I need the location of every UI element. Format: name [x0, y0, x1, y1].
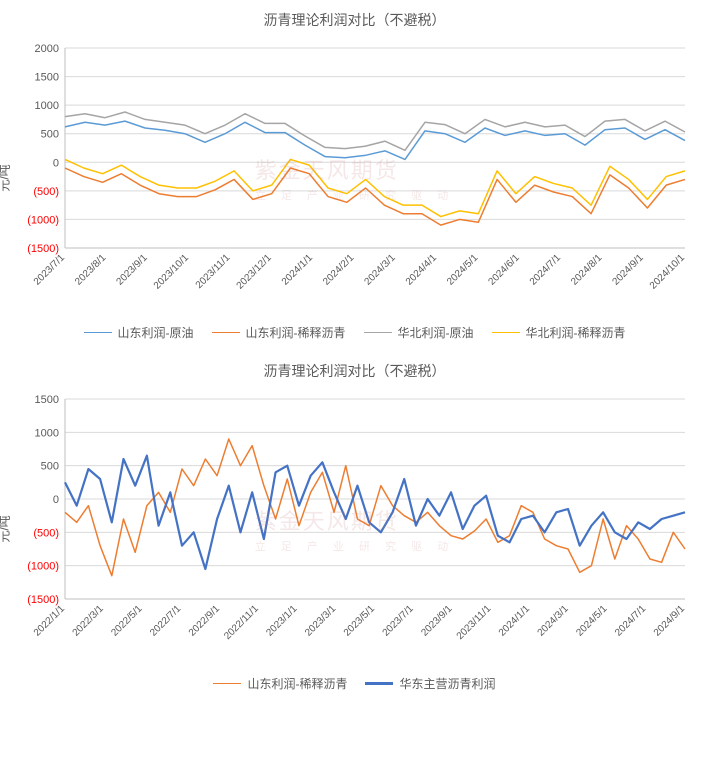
svg-text:2024/3/1: 2024/3/1 [362, 252, 398, 288]
svg-text:2024/9/1: 2024/9/1 [652, 603, 688, 639]
chart-1: 沥青理论利润对比（不避税） 元/吨 紫金天风期货 立 足 产 业 研 究 驱 动… [10, 10, 699, 341]
svg-text:2022/11/1: 2022/11/1 [222, 603, 261, 642]
chart-2-title: 沥青理论利润对比（不避税） [10, 361, 699, 381]
svg-text:1500: 1500 [35, 72, 59, 84]
svg-text:2023/1/1: 2023/1/1 [264, 603, 300, 639]
svg-text:2024/7/1: 2024/7/1 [528, 252, 564, 288]
legend-swatch [213, 683, 241, 685]
legend-item: 山东利润-稀释沥青 [212, 324, 346, 341]
legend-item: 山东利润-原油 [84, 324, 194, 341]
chart-2-wrap: 元/吨 紫金天风期货 立 足 产 业 研 究 驱 动 (1500)(1000)(… [10, 389, 699, 669]
svg-text:(1500): (1500) [27, 243, 59, 255]
svg-text:2024/7/1: 2024/7/1 [613, 603, 649, 639]
legend-item: 华北利润-原油 [364, 324, 474, 341]
svg-text:2023/9/1: 2023/9/1 [419, 603, 455, 639]
svg-text:2022/9/1: 2022/9/1 [187, 603, 223, 639]
svg-text:0: 0 [53, 157, 59, 169]
chart-1-legend: 山东利润-原油 山东利润-稀释沥青 华北利润-原油 华北利润-稀释沥青 [10, 324, 699, 341]
chart-1-wrap: 元/吨 紫金天风期货 立 足 产 业 研 究 驱 动 (1500)(1000)(… [10, 38, 699, 318]
legend-label: 华北利润-原油 [398, 324, 474, 341]
svg-text:500: 500 [41, 129, 59, 141]
chart-1-title: 沥青理论利润对比（不避税） [10, 10, 699, 30]
svg-text:2024/6/1: 2024/6/1 [486, 252, 522, 288]
svg-text:(1000): (1000) [27, 214, 59, 226]
svg-text:1000: 1000 [35, 427, 59, 439]
svg-text:2024/9/1: 2024/9/1 [610, 252, 646, 288]
legend-swatch [365, 682, 393, 684]
svg-text:2022/5/1: 2022/5/1 [109, 603, 145, 639]
svg-text:2023/11/1: 2023/11/1 [194, 252, 233, 291]
svg-text:2023/11/1: 2023/11/1 [455, 603, 494, 642]
legend-label: 华北利润-稀释沥青 [526, 324, 626, 341]
legend-label: 山东利润-原油 [118, 324, 194, 341]
chart-2-svg: (1500)(1000)(500)0500100015002022/1/1202… [10, 389, 695, 669]
legend-item: 山东利润-稀释沥青 [213, 675, 347, 692]
legend-item: 华东主营沥青利润 [365, 675, 495, 692]
svg-text:2024/10/1: 2024/10/1 [648, 252, 688, 292]
chart-1-svg: (1500) (1000) (500) 0 500 1000 1500 2000 2023/7/… [10, 38, 695, 318]
svg-text:2022/7/1: 2022/7/1 [148, 603, 184, 639]
legend-swatch [84, 332, 112, 334]
legend-swatch [492, 332, 520, 334]
svg-text:2024/5/1: 2024/5/1 [574, 603, 610, 639]
svg-text:500: 500 [41, 461, 59, 473]
svg-text:2023/10/1: 2023/10/1 [152, 252, 192, 292]
svg-text:2024/4/1: 2024/4/1 [404, 252, 440, 288]
svg-text:1000: 1000 [35, 100, 59, 112]
legend-swatch [212, 332, 240, 334]
svg-text:2024/5/1: 2024/5/1 [445, 252, 481, 288]
svg-text:(500): (500) [33, 527, 59, 539]
legend-label: 华东主营沥青利润 [399, 675, 495, 692]
svg-text:2023/3/1: 2023/3/1 [303, 603, 339, 639]
svg-text:2022/3/1: 2022/3/1 [71, 603, 107, 639]
svg-text:2022/1/1: 2022/1/1 [32, 603, 68, 639]
svg-text:2024/2/1: 2024/2/1 [321, 252, 357, 288]
legend-item: 华北利润-稀释沥青 [492, 324, 626, 341]
chart-1-ylabel: 元/吨 [0, 164, 13, 191]
legend-swatch [364, 332, 392, 334]
svg-text:0: 0 [53, 494, 59, 506]
svg-text:2024/3/1: 2024/3/1 [536, 603, 572, 639]
chart-2-ylabel: 元/吨 [0, 515, 13, 542]
svg-text:2023/9/1: 2023/9/1 [114, 252, 150, 288]
chart-2: 沥青理论利润对比（不避税） 元/吨 紫金天风期货 立 足 产 业 研 究 驱 动… [10, 361, 699, 692]
legend-label: 山东利润-稀释沥青 [246, 324, 346, 341]
svg-text:(1500): (1500) [27, 594, 59, 606]
svg-text:1500: 1500 [35, 394, 59, 406]
svg-text:2023/8/1: 2023/8/1 [73, 252, 109, 288]
legend-label: 山东利润-稀释沥青 [247, 675, 347, 692]
svg-text:2023/7/1: 2023/7/1 [381, 603, 417, 639]
svg-text:2023/5/1: 2023/5/1 [342, 603, 378, 639]
svg-text:2024/1/1: 2024/1/1 [280, 252, 316, 288]
svg-text:(1000): (1000) [27, 561, 59, 573]
svg-text:2024/1/1: 2024/1/1 [497, 603, 533, 639]
svg-text:2000: 2000 [35, 43, 59, 55]
chart-2-legend: 山东利润-稀释沥青 华东主营沥青利润 [10, 675, 699, 692]
svg-text:(500): (500) [33, 186, 59, 198]
svg-text:2024/8/1: 2024/8/1 [569, 252, 605, 288]
svg-text:2023/12/1: 2023/12/1 [235, 252, 275, 292]
svg-text:2023/7/1: 2023/7/1 [32, 252, 68, 288]
